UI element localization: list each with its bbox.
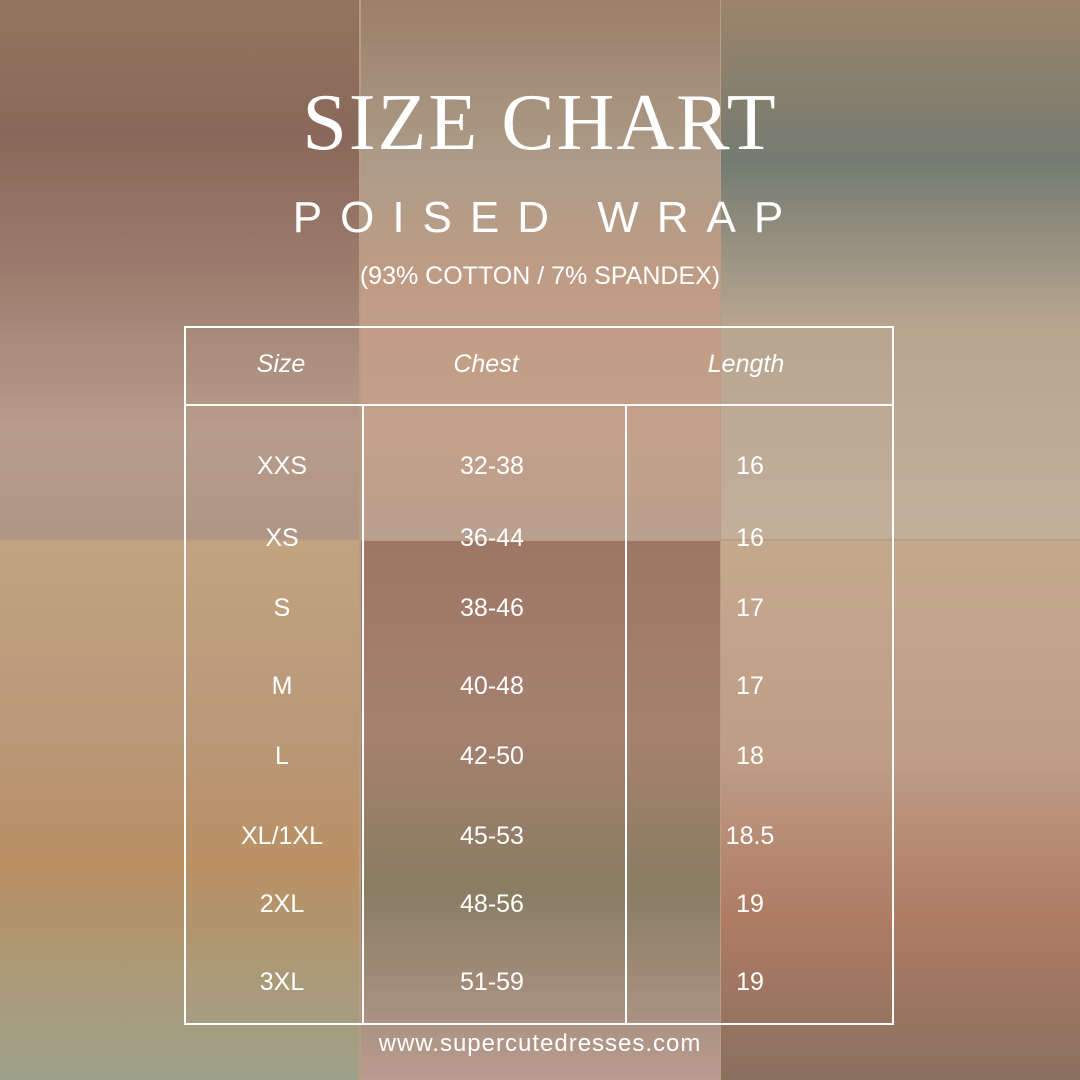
- model-photo-teal-wrap: [721, 0, 1080, 539]
- header-size: Size: [256, 350, 306, 378]
- model-photo-rust-wrap: [721, 541, 1080, 1080]
- cell-size: XXS: [256, 452, 308, 480]
- cell-chest: 48-56: [460, 890, 524, 918]
- cell-length: 19: [736, 890, 764, 918]
- cell-size: L: [275, 742, 289, 770]
- cell-size: S: [273, 594, 291, 622]
- model-photo-mustard-wrap: [0, 541, 359, 1080]
- model-photo-sage-wrap: [361, 0, 720, 539]
- cell-length: 16: [736, 452, 764, 480]
- cell-chest: 36-44: [460, 524, 524, 552]
- header-length: Length: [707, 350, 785, 378]
- model-photo-burgundy-wrap: [0, 0, 359, 539]
- cell-length: 17: [736, 594, 764, 622]
- cell-chest: 45-53: [460, 822, 524, 850]
- product-name: POISED WRAP: [292, 193, 802, 242]
- cell-size: M: [271, 672, 293, 700]
- cell-length: 19: [736, 968, 764, 996]
- cell-chest: 40-48: [460, 672, 524, 700]
- cell-length: 18.5: [725, 822, 775, 850]
- cell-size: XL/1XL: [240, 822, 324, 850]
- column-divider: [362, 404, 364, 1023]
- column-divider: [625, 404, 627, 1023]
- size-table: Size Chest Length XXS 32-38 16 XS 36-44 16 S 38…: [184, 326, 894, 1025]
- cell-size: XS: [265, 524, 299, 552]
- header-divider: [186, 404, 892, 406]
- cell-length: 17: [736, 672, 764, 700]
- cell-size: 3XL: [259, 968, 305, 996]
- cell-chest: 51-59: [460, 968, 524, 996]
- cell-size: 2XL: [259, 890, 305, 918]
- website-url: www.supercutedresses.com: [378, 1030, 702, 1057]
- cell-chest: 38-46: [460, 594, 524, 622]
- material-composition: (93% COTTON / 7% SPANDEX): [359, 262, 721, 290]
- header-chest: Chest: [453, 350, 519, 378]
- cell-chest: 32-38: [460, 452, 524, 480]
- model-photo-olive-wrap: [361, 541, 720, 1080]
- cell-length: 18: [736, 742, 764, 770]
- cell-length: 16: [736, 524, 764, 552]
- cell-chest: 42-50: [460, 742, 524, 770]
- page-title: SIZE CHART: [302, 79, 778, 167]
